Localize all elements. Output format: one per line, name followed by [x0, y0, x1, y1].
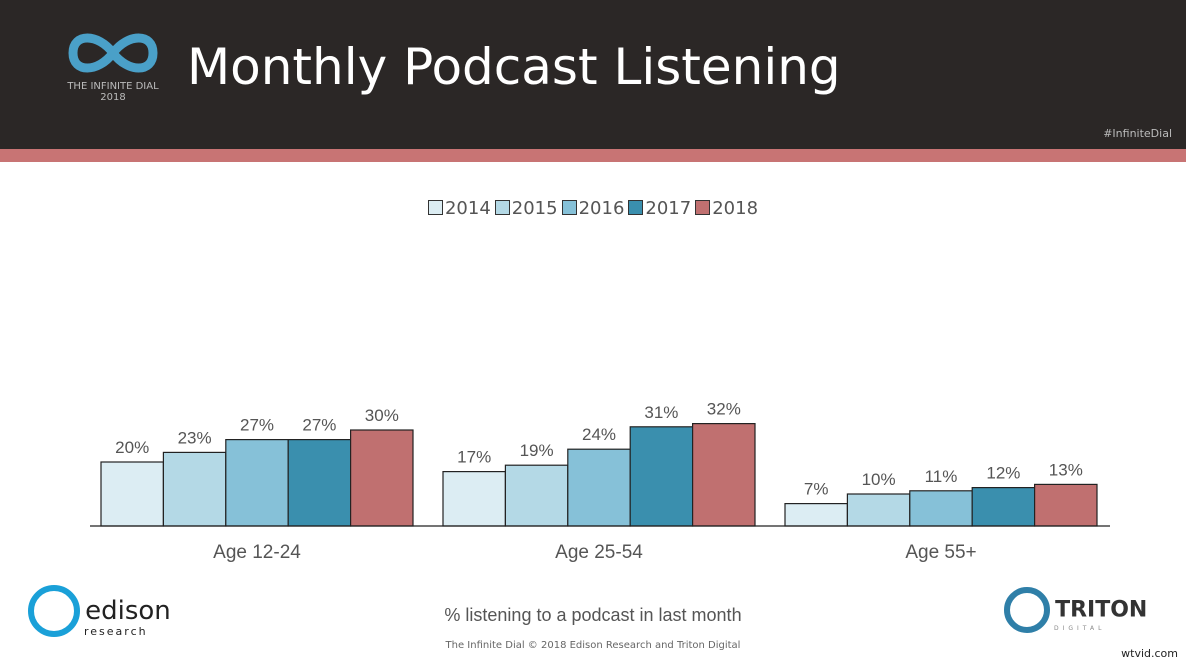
- chart-subtitle: % listening to a podcast in last month: [444, 605, 742, 625]
- bar: [100, 461, 165, 527]
- data-label: 31%: [644, 403, 678, 422]
- legend-item: 2015: [494, 198, 558, 219]
- legend-label: 2018: [712, 198, 759, 219]
- bar: [846, 493, 911, 527]
- bar: [1033, 483, 1098, 527]
- copyright: The Infinite Dial © 2018 Edison Research…: [445, 640, 741, 651]
- triton-logo: TRITON DIGITAL: [1004, 587, 1148, 633]
- bar: [225, 439, 289, 527]
- triton-ring-icon: [1004, 587, 1050, 633]
- data-label: 7%: [804, 480, 829, 499]
- legend-label: 2017: [645, 198, 692, 219]
- legend-item: 2017: [628, 198, 691, 219]
- bar: [629, 426, 694, 527]
- bar: [567, 448, 631, 527]
- legend-label: 2016: [578, 198, 625, 219]
- logo-year: 2018: [100, 92, 126, 103]
- bar: [504, 464, 569, 527]
- bar: [162, 451, 227, 527]
- legend-swatch: [695, 200, 711, 215]
- bar: [971, 487, 1036, 527]
- header-stripe: [0, 149, 1186, 162]
- bar: [784, 503, 849, 527]
- page-title: Monthly Podcast Listening: [187, 38, 841, 96]
- data-label: 32%: [707, 400, 741, 419]
- data-label: 30%: [365, 406, 399, 425]
- legend-swatch: [628, 200, 644, 215]
- data-label: 24%: [582, 425, 616, 444]
- triton-text: TRITON: [1055, 597, 1148, 623]
- triton-sub: DIGITAL: [1054, 625, 1106, 632]
- data-label: 10%: [862, 470, 896, 489]
- legend-swatch: [494, 200, 510, 215]
- header-bar: [0, 0, 1186, 149]
- edison-text: edison: [85, 596, 171, 626]
- data-label: 19%: [520, 441, 554, 460]
- edison-e-icon: [28, 585, 80, 637]
- data-label: 27%: [240, 416, 274, 435]
- data-label: 23%: [178, 428, 212, 447]
- infinity-icon: [68, 33, 158, 73]
- watermark: wtvid.com: [1121, 647, 1178, 660]
- bar-chart: 20% 23% 27% 27% 30% Age 12-24 17% 19% 24% 31% 32% A…: [90, 400, 1110, 563]
- infinite-dial-logo: THE INFINITE DIAL 2018: [58, 28, 168, 103]
- data-label: 17%: [457, 448, 491, 467]
- legend-item: 2018: [695, 198, 758, 219]
- bar: [691, 423, 756, 527]
- data-label: 27%: [302, 416, 336, 435]
- legend-label: 2015: [511, 198, 558, 219]
- bar: [350, 429, 414, 527]
- edison-logo: edison research: [28, 585, 171, 638]
- category-label: Age 25-54: [555, 542, 643, 563]
- chart-legend: 2014 2015 2016 2017 2018: [0, 198, 1186, 219]
- legend-label: 2014: [444, 198, 491, 219]
- data-label: 11%: [925, 467, 958, 486]
- legend-item: 2016: [561, 198, 625, 219]
- bar: [442, 471, 507, 527]
- data-label: 20%: [115, 438, 149, 457]
- bar: [909, 490, 973, 527]
- legend-swatch: [427, 200, 443, 215]
- category-label: Age 12-24: [213, 542, 301, 563]
- data-label: 12%: [986, 464, 1020, 483]
- legend-item: 2014: [427, 198, 491, 219]
- legend-swatch: [561, 200, 577, 215]
- hashtag: #InfiniteDial: [1103, 127, 1172, 140]
- edison-sub: research: [84, 625, 148, 638]
- category-label: Age 55+: [905, 542, 976, 563]
- bar: [287, 439, 352, 527]
- data-label: 13%: [1049, 460, 1083, 479]
- logo-text: THE INFINITE DIAL: [67, 81, 159, 92]
